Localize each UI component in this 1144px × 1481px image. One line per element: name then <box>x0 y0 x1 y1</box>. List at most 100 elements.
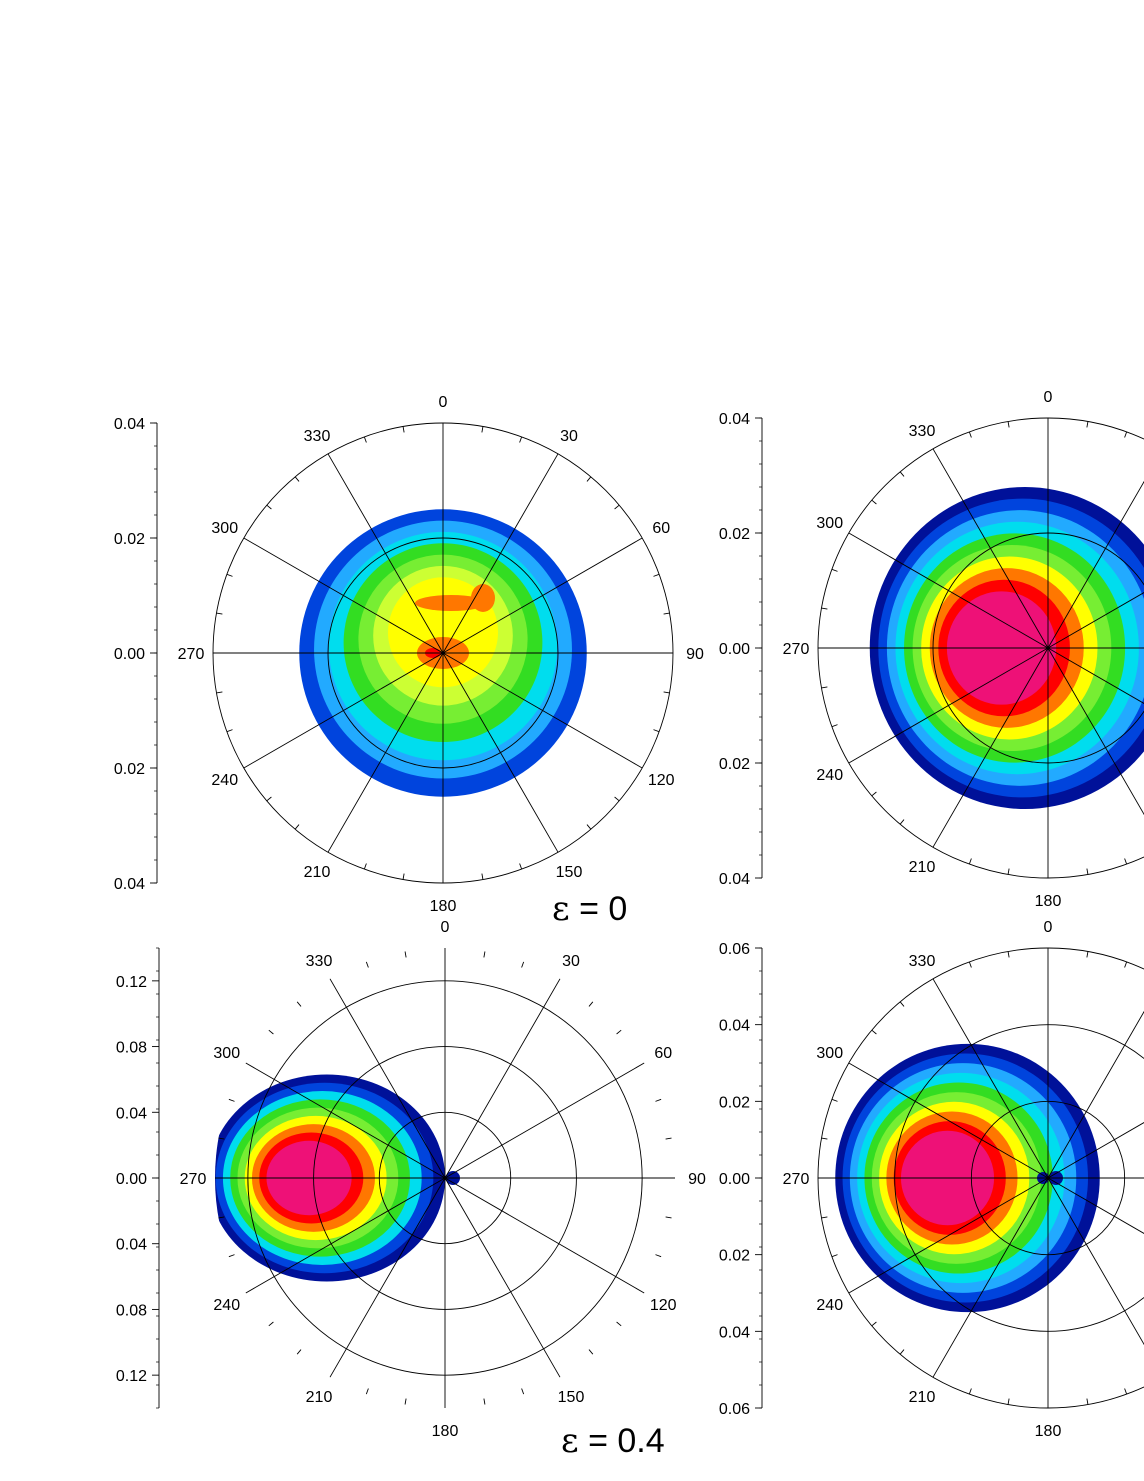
radial-tick-label: 0.04 <box>719 1324 750 1341</box>
outer-tick <box>519 863 523 870</box>
spoke-line <box>243 537 444 654</box>
spoke-line <box>442 652 643 769</box>
spoke-line <box>848 1062 1049 1179</box>
outer-tick <box>968 431 972 438</box>
angle-label: 0 <box>439 394 448 411</box>
outer-tick <box>1124 961 1128 968</box>
outer-tick <box>871 499 877 505</box>
angle-label: 330 <box>909 423 936 440</box>
angle-label: 0 <box>1044 919 1053 936</box>
angle-label: 0 <box>1044 389 1053 406</box>
radial-tick-label: 0.02 <box>719 1094 750 1111</box>
outer-tick <box>402 426 405 433</box>
radial-tick-label: 0.00 <box>114 646 145 663</box>
outer-tick <box>1007 1398 1010 1405</box>
angle-label: 150 <box>556 864 583 881</box>
outer-tick <box>1086 1398 1089 1405</box>
angle-label: 90 <box>688 1171 706 1188</box>
radial-axis: 0.12 0.08 0.04 0.00 0.04 0.08 0.12 <box>116 947 160 1409</box>
radial-tick-label: 0.06 <box>719 1401 750 1418</box>
outer-tick <box>899 1001 905 1007</box>
spoke-line <box>245 1177 446 1294</box>
spoke-line <box>243 652 444 769</box>
angle-label: 330 <box>909 953 936 970</box>
outer-tick <box>871 791 877 797</box>
epsilon-label-bottom: ε = 0.4 <box>561 1421 665 1461</box>
radial-tick-label: 0.12 <box>116 974 147 991</box>
angle-label: 0 <box>441 919 450 936</box>
radial-tick-label: 0.08 <box>116 1302 147 1319</box>
outer-tick <box>294 824 300 830</box>
spoke-line <box>848 532 1049 649</box>
outer-tick <box>588 1349 594 1355</box>
angle-label: 210 <box>306 1389 333 1406</box>
radial-tick-label: 0.04 <box>719 411 750 428</box>
polar-panel-top-right: 03060901201501802102402703003300.040.020… <box>719 389 1144 910</box>
radial-tick-label: 0.00 <box>719 641 750 658</box>
spoke-line <box>444 1177 561 1378</box>
outer-tick <box>1086 421 1089 428</box>
spoke-line <box>1047 647 1144 704</box>
radial-axis: 0.06 0.04 0.02 0.00 0.02 0.04 0.06 <box>719 941 763 1418</box>
outer-tick <box>1086 868 1089 875</box>
angle-label: 210 <box>304 864 331 881</box>
outer-tick <box>968 858 972 865</box>
radial-tick-label: 0.04 <box>114 416 145 433</box>
spoke-line <box>442 537 643 654</box>
spoke-line <box>1047 1122 1144 1179</box>
outer-tick <box>968 961 972 968</box>
spoke-line <box>442 453 559 654</box>
polar-grid <box>212 422 674 884</box>
radial-tick-label: 0.04 <box>114 876 145 893</box>
outer-tick <box>653 573 660 577</box>
outer-tick <box>294 476 300 482</box>
outer-tick <box>404 1398 407 1405</box>
spoke-line <box>329 1177 446 1378</box>
angle-label: 210 <box>909 859 936 876</box>
outer-tick <box>821 1216 828 1219</box>
outer-tick <box>363 436 367 443</box>
angle-label: 270 <box>180 1171 207 1188</box>
outer-tick <box>1086 951 1089 958</box>
angle-label: 180 <box>1035 893 1062 910</box>
outer-tick <box>1007 951 1010 958</box>
outer-tick <box>586 824 592 830</box>
angle-label: 120 <box>648 772 675 789</box>
outer-tick <box>1007 421 1010 428</box>
angle-label: 150 <box>558 1389 585 1406</box>
spoke-line <box>329 978 446 1179</box>
outer-tick <box>481 873 484 880</box>
outer-tick <box>1007 868 1010 875</box>
outer-tick <box>483 1398 486 1405</box>
outer-tick <box>663 612 670 615</box>
outer-tick <box>665 1216 672 1219</box>
outer-tick <box>363 863 367 870</box>
radial-tick-label: 0.06 <box>719 941 750 958</box>
polar-panel-top-left: 03060901201501802102402703003300.040.020… <box>114 394 704 915</box>
outer-tick <box>821 686 828 689</box>
radial-tick-label: 0.02 <box>114 761 145 778</box>
angle-label: 300 <box>816 515 843 532</box>
radial-tick-label: 0.02 <box>719 756 750 773</box>
outer-tick <box>216 612 223 615</box>
outer-tick <box>968 1388 972 1395</box>
angle-label: 330 <box>306 953 333 970</box>
outer-tick <box>296 1001 302 1007</box>
outer-tick <box>871 1321 877 1327</box>
outer-tick <box>268 1321 274 1327</box>
outer-tick <box>614 504 620 510</box>
hot-spot <box>471 584 495 612</box>
polar-panel-bottom-right: 03060901201501802102402703003300.060.040… <box>719 919 1144 1440</box>
radial-tick-label: 0.02 <box>719 526 750 543</box>
outer-tick <box>586 476 592 482</box>
angle-label: 270 <box>178 646 205 663</box>
outer-tick <box>899 819 905 825</box>
spoke-line <box>932 448 1049 649</box>
angle-label: 300 <box>211 520 238 537</box>
angle-label: 270 <box>783 1171 810 1188</box>
polar-grid <box>215 948 675 1408</box>
outer-tick <box>481 426 484 433</box>
outer-tick <box>228 1254 235 1258</box>
outer-tick <box>899 471 905 477</box>
angle-label: 120 <box>650 1297 677 1314</box>
